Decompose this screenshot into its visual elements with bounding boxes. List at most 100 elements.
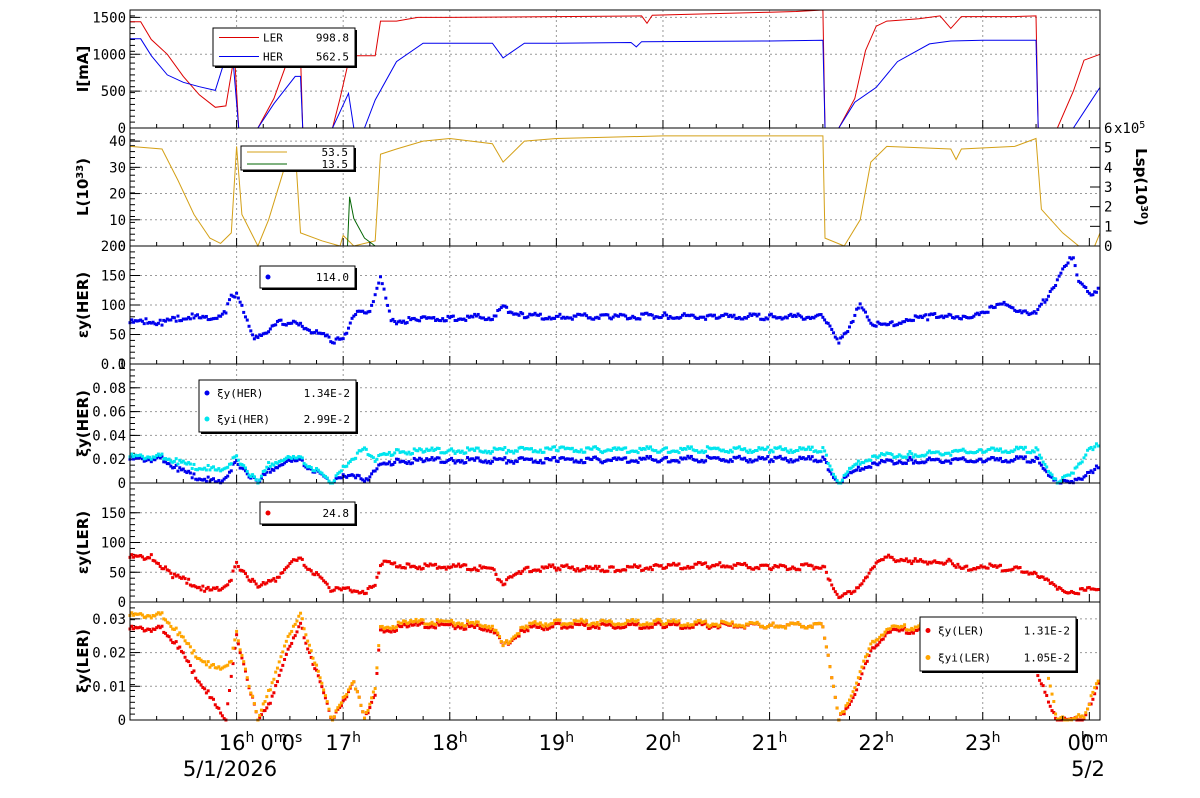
data-point (1087, 585, 1091, 589)
data-point (565, 315, 569, 319)
x-tick-label: 22h (858, 730, 894, 755)
data-point (551, 625, 555, 629)
data-point (332, 588, 336, 592)
data-point (835, 706, 839, 710)
data-point (505, 305, 509, 309)
data-point (275, 466, 279, 470)
data-point (940, 453, 944, 457)
data-point (341, 464, 345, 468)
data-point (1029, 571, 1033, 575)
data-point (295, 630, 299, 634)
data-point (725, 564, 729, 568)
data-point (659, 458, 663, 462)
data-point (400, 459, 404, 463)
data-point (1052, 583, 1056, 587)
data-point (290, 641, 294, 645)
data-point (585, 456, 589, 460)
data-point (416, 620, 420, 624)
data-point (418, 319, 422, 323)
data-point (318, 680, 322, 684)
data-point (997, 564, 1001, 568)
data-point (196, 468, 200, 472)
data-point (172, 627, 176, 631)
data-point (187, 577, 191, 581)
data-point (220, 714, 224, 718)
data-point (798, 455, 802, 459)
data-point (295, 321, 299, 325)
data-point (240, 653, 244, 657)
data-point (972, 314, 976, 318)
y-tick-label: 0 (118, 239, 126, 255)
data-point (211, 663, 215, 667)
data-point (1002, 569, 1006, 573)
data-point (691, 565, 695, 569)
data-point (1050, 581, 1054, 585)
data-point (895, 455, 899, 459)
legend-swatch (204, 390, 210, 396)
data-point (894, 628, 898, 632)
data-point (243, 466, 247, 470)
data-point (339, 469, 343, 473)
data-point (201, 685, 205, 689)
data-point (545, 446, 549, 450)
data-point (467, 621, 471, 625)
data-point (560, 626, 564, 630)
data-point (371, 690, 375, 694)
data-point (284, 652, 288, 656)
data-point (363, 311, 367, 315)
data-point (155, 612, 159, 616)
data-point (222, 310, 226, 314)
y2-tick-label: 6 (1104, 121, 1112, 137)
data-point (874, 638, 878, 642)
data-point (306, 567, 310, 571)
data-point (972, 460, 976, 464)
data-point (512, 635, 516, 639)
data-point (586, 623, 590, 627)
data-point (883, 453, 887, 457)
data-point (819, 459, 823, 463)
data-point (563, 625, 567, 629)
data-point (197, 585, 201, 589)
data-point (174, 457, 178, 461)
data-point (281, 459, 285, 463)
data-point (183, 317, 187, 321)
y2-tick-label: 3 (1104, 180, 1112, 196)
data-point (988, 447, 992, 451)
data-point (695, 449, 699, 453)
data-point (158, 456, 162, 460)
data-point (826, 577, 830, 581)
data-point (958, 317, 962, 321)
data-point (819, 622, 823, 626)
data-point (1075, 273, 1079, 277)
data-point (132, 555, 136, 559)
data-point (196, 478, 200, 482)
data-point (874, 561, 878, 565)
data-point (919, 314, 923, 318)
data-point (727, 450, 731, 454)
data-point (879, 459, 883, 463)
data-point (981, 310, 985, 314)
data-point (476, 446, 480, 450)
data-point (704, 459, 708, 463)
data-point (226, 465, 230, 469)
data-point (373, 293, 377, 297)
data-point (318, 470, 322, 474)
data-point (720, 621, 724, 625)
data-point (203, 477, 207, 481)
data-point (901, 558, 905, 562)
data-point (526, 629, 530, 633)
data-point (473, 458, 477, 462)
data-point (243, 469, 247, 473)
data-point (522, 567, 526, 571)
data-point (263, 709, 267, 713)
data-point (1066, 261, 1070, 265)
data-point (187, 315, 191, 319)
data-point (391, 624, 395, 628)
data-point (293, 459, 297, 463)
data-point (169, 624, 173, 628)
data-point (1002, 450, 1006, 454)
data-point (654, 458, 658, 462)
data-point (377, 281, 381, 285)
data-point (826, 461, 830, 465)
data-point (1045, 577, 1049, 581)
